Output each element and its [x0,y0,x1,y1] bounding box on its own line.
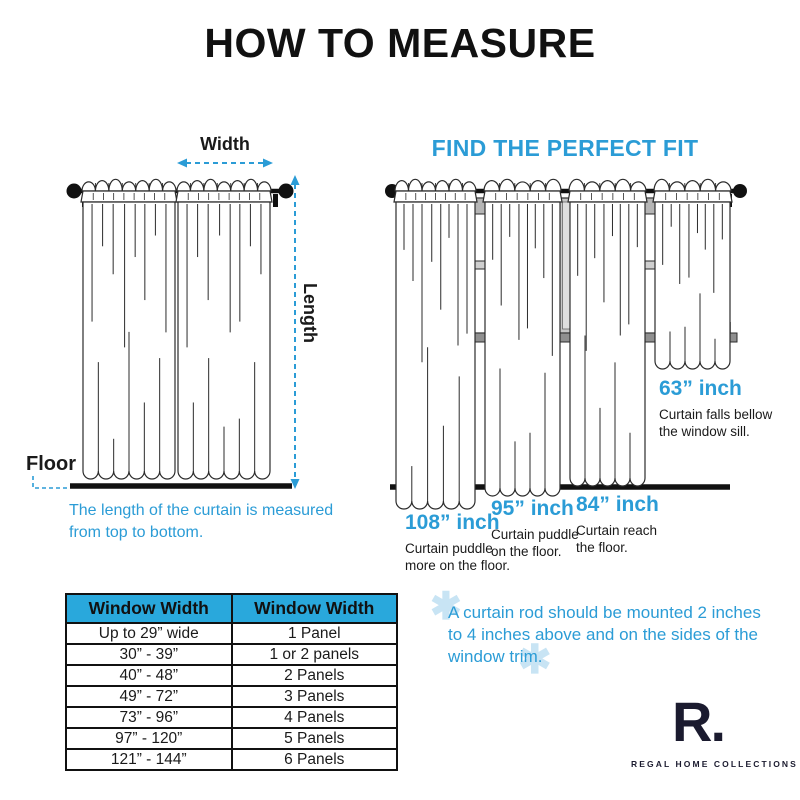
curtain-panel [393,178,478,510]
size-value: 63” inch [659,377,742,400]
size-desc: Curtain falls bellow the window sill. [659,407,773,440]
asterisk-icon: ✱ [430,586,462,628]
brand-logo-mark: R. [672,690,726,753]
fit-diagram-title: FIND THE PERFECT FIT [431,135,699,161]
table-row: 97” - 120” 5 Panels [65,727,398,750]
table-row: Up to 29” wide 1 Panel [65,622,398,645]
length-caption: The length of the curtain is measured fr… [69,500,333,543]
asterisk-icon: ✱ [518,638,552,682]
size-desc: Curtain puddle more on the floor. [405,541,511,574]
table-row: 30” - 39” 1 or 2 panels [65,643,398,666]
table-row: 49” - 72” 3 Panels [65,685,398,708]
note-line: A curtain rod should be mounted 2 inches [448,603,761,622]
table-header-cell: Window Width [65,593,233,624]
curtain-panel [80,178,178,480]
curtain-panel [482,178,563,497]
size-label-95: 95” inch Curtain puddle on the floor. [491,497,579,561]
panel-size-table: Window Width Window Width Up to 29” wide… [65,593,398,771]
size-desc: Curtain reach the floor. [576,523,658,556]
width-arrow [177,158,273,168]
curtain-panel [652,178,733,370]
floor-label: Floor [26,453,76,475]
rod-mounting-note: A curtain rod should be mounted 2 inches… [448,602,770,668]
table-header-cell: Window Width [230,593,398,624]
size-value: 84” inch [576,493,659,516]
width-label: Width [200,134,250,154]
size-value: 95” inch [491,497,574,520]
curtain-panel [175,178,273,480]
brand-logo-name: REGAL HOME COLLECTIONS [631,759,798,769]
size-label-63: 63” inch Curtain falls bellow the window… [659,377,772,441]
table-row: 121” - 144” 6 Panels [65,748,398,771]
floor-pointer-dash [32,476,68,489]
length-label: Length [300,283,320,343]
length-caption-line: The length of the curtain is measured [69,502,334,519]
length-arrow [290,175,300,489]
size-value: 108” inch [405,511,500,534]
page-title: HOW TO MEASURE [204,20,596,66]
note-line: to 4 inches above and on the sides of th… [448,625,759,644]
table-header-row: Window Width Window Width [65,593,398,624]
table-row: 73” - 96” 4 Panels [65,706,398,729]
fit-diagram [385,178,747,510]
measure-diagram [32,158,300,489]
size-label-84: 84” inch Curtain reach the floor. [576,493,659,557]
table-row: 40” - 48” 2 Panels [65,664,398,687]
window-sill-fragment [729,322,738,343]
note-line: window trim. [448,647,543,666]
size-label-108: 108” inch Curtain puddle more on the flo… [405,511,510,575]
curtain-panel [567,178,648,487]
size-desc: Curtain puddle on the floor. [491,527,579,560]
length-caption-line: from top to bottom. [69,523,204,541]
